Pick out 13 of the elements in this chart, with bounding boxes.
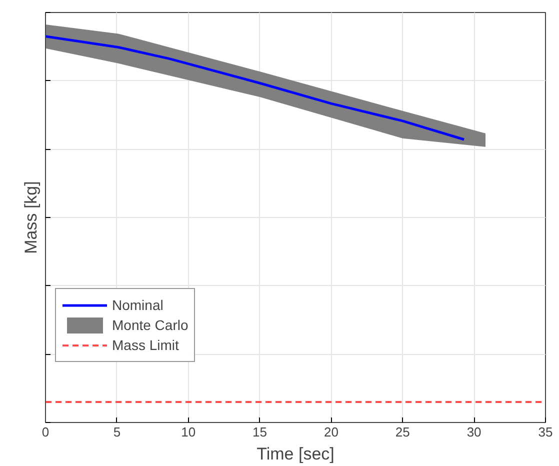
x-axis-title: Time [sec] bbox=[256, 444, 334, 464]
x-tick-label: 0 bbox=[42, 424, 50, 440]
x-tick-label: 30 bbox=[466, 424, 482, 440]
x-tick-label: 25 bbox=[395, 424, 410, 440]
legend-label: Mass Limit bbox=[112, 337, 179, 353]
legend-label: Monte Carlo bbox=[112, 317, 188, 333]
y-axis-title: Mass [kg] bbox=[22, 181, 40, 254]
x-tick-label: 10 bbox=[181, 424, 196, 440]
x-tick-label: 15 bbox=[252, 424, 268, 440]
legend-label: Nominal bbox=[112, 297, 164, 313]
x-tick-label: 5 bbox=[113, 424, 121, 440]
x-tick-label: 20 bbox=[324, 424, 338, 440]
x-tick-label: 35 bbox=[538, 424, 553, 440]
